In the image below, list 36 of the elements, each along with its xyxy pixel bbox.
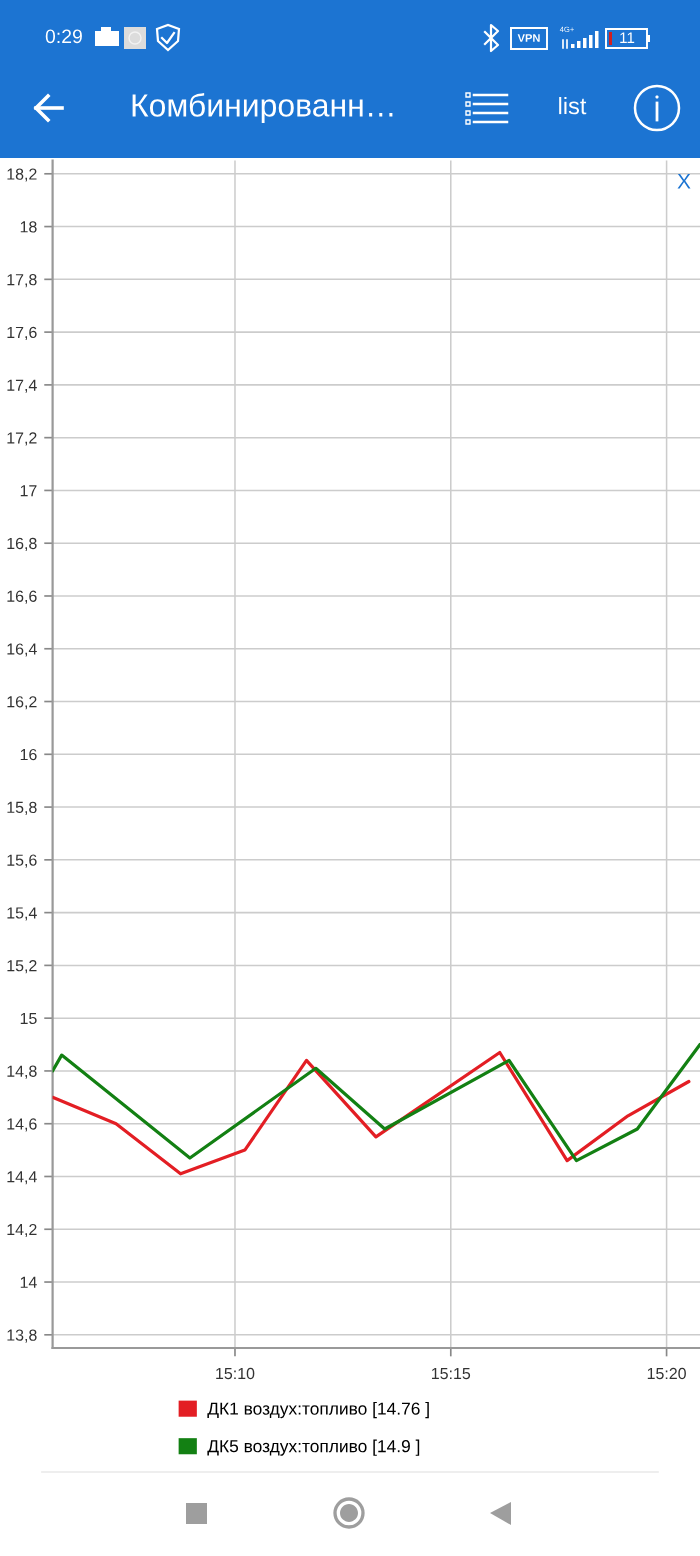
y-tick-label: 14,2	[7, 1223, 37, 1238]
legend-label: ДК5 воздух:топливо [14.9 ]	[207, 1439, 420, 1456]
chart-title: Комбинированн…	[132, 92, 393, 124]
y-tick-label: 17	[20, 485, 37, 497]
text: 0:29	[45, 29, 82, 44]
legend-label: ДК1 воздух:топливо [14.76 ]	[207, 1402, 429, 1419]
y-tick-label: 14	[20, 1276, 37, 1288]
y-tick-label: 15,4	[7, 907, 37, 921]
y-tick-label: 17,2	[7, 432, 37, 446]
text: 11	[620, 32, 635, 43]
y-tick-label: 17,8	[7, 273, 37, 288]
y-tick-label: 18	[20, 221, 37, 233]
y-tick-label: 13,8	[7, 1329, 37, 1343]
y-tick-label: 16,8	[7, 537, 37, 552]
y-tick-label: 16,6	[7, 590, 37, 604]
x-tick-label: 15:15	[432, 1368, 471, 1380]
y-tick-label: 17,4	[7, 379, 37, 393]
x-tick-label: 15:20	[647, 1367, 686, 1380]
line-series	[52, 1050, 691, 1176]
y-tick-label: 16,2	[7, 696, 37, 710]
line-series	[52, 1042, 700, 1163]
text: VPN	[517, 34, 540, 42]
text: list	[559, 97, 587, 115]
y-tick-label: 17,6	[7, 326, 37, 340]
x-tick-label: 15:10	[216, 1367, 255, 1380]
y-tick-label: 15	[20, 1012, 37, 1025]
y-tick-label: 15,2	[7, 960, 37, 974]
y-tick-label: 15,6	[7, 854, 37, 868]
y-tick-label: 15,8	[7, 801, 37, 815]
y-tick-label: 16	[20, 748, 37, 761]
y-tick-label: 16,4	[7, 643, 37, 657]
y-tick-label: 14,6	[7, 1118, 37, 1132]
y-tick-label: 18,2	[7, 168, 37, 182]
y-tick-label: 14,4	[7, 1171, 37, 1185]
annotation: X	[677, 174, 691, 189]
y-tick-label: 14,8	[7, 1065, 37, 1079]
